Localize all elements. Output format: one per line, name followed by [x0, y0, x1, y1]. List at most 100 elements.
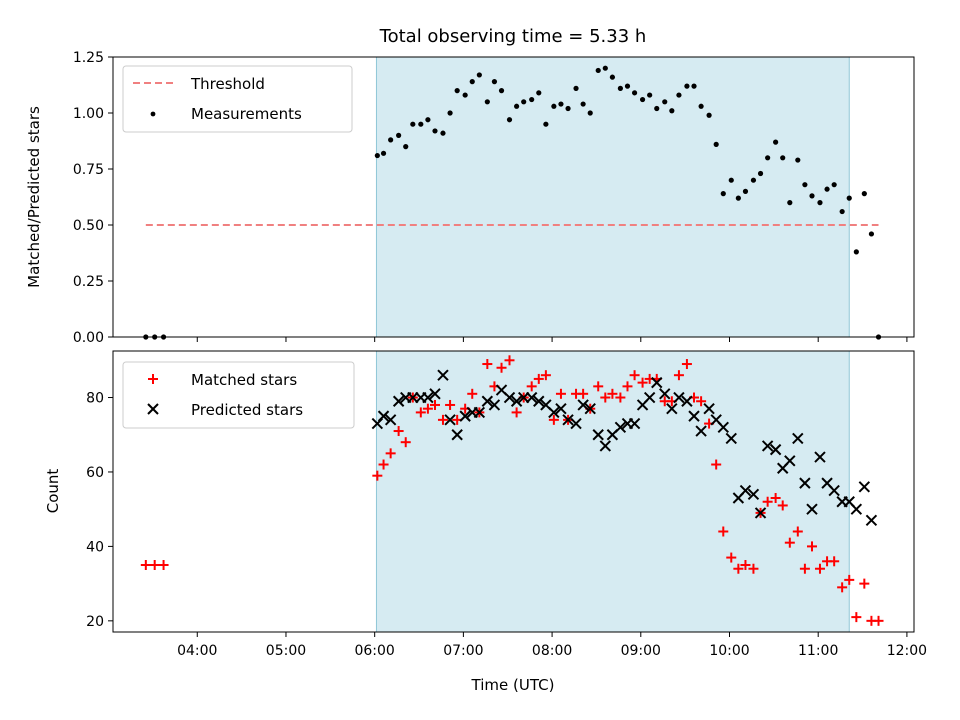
top-x-ticks	[196, 337, 908, 342]
predicted-star-point	[761, 440, 774, 452]
predicted-star-point	[444, 414, 456, 426]
predicted-star-point	[814, 451, 826, 463]
matched-star-point	[533, 373, 544, 384]
x-tick-label: 06:00	[354, 643, 394, 659]
measurement-point	[654, 105, 660, 112]
matched-star-point	[385, 448, 396, 459]
matched-star-point	[593, 381, 604, 392]
predicted-star-point	[384, 414, 397, 426]
predicted-star-point	[570, 417, 582, 430]
measurement-point	[573, 85, 579, 91]
matched-star-point	[400, 437, 411, 448]
matched-star-point	[681, 359, 692, 370]
predicted-star-point	[643, 391, 656, 404]
predicted-stars-points	[371, 369, 878, 527]
predicted-star-point	[437, 369, 449, 381]
predicted-legend-swatch	[147, 403, 159, 415]
measurements-legend-label: Measurements	[191, 105, 302, 123]
top-y-axis-label: Matched/Predicted stars	[25, 106, 43, 288]
top-y-ticks: 0.00 0.25 0.50 0.75 1.00 1.25	[73, 50, 113, 346]
measurement-point	[587, 110, 593, 116]
measurement-point	[698, 103, 704, 109]
top-y-tick-label: 0.75	[73, 162, 104, 178]
measurement-point	[824, 186, 830, 192]
measurement-point	[742, 188, 749, 194]
measurement-point	[514, 103, 520, 109]
top-y-tick-label: 0.25	[73, 274, 104, 290]
matched-star-point	[504, 355, 515, 366]
matched-star-point	[792, 526, 803, 537]
measurement-point	[647, 92, 653, 98]
matched-star-point	[437, 414, 448, 425]
measurement-point	[447, 110, 453, 116]
matched-star-point	[496, 362, 507, 373]
measurement-point	[684, 83, 690, 89]
x-tick-label: 12:00	[887, 643, 927, 659]
matched-star-point	[806, 541, 817, 552]
predicted-star-point	[799, 477, 811, 489]
measurement-point	[676, 92, 682, 98]
predicted-star-point	[628, 417, 641, 430]
matched-star-point	[740, 560, 751, 571]
matched-star-point	[540, 370, 551, 381]
predicted-star-point	[488, 399, 501, 411]
matched-star-point	[829, 556, 840, 567]
measurement-point	[410, 121, 416, 127]
measurement-point	[506, 117, 513, 123]
matched-star-point	[762, 496, 773, 507]
measurement-point	[454, 88, 460, 94]
matched-star-point	[372, 470, 383, 481]
top-y-tick-label: 1.25	[73, 50, 104, 66]
measurement-point	[691, 83, 697, 89]
top-panel-shade	[376, 57, 850, 337]
matched-star-point	[748, 563, 759, 574]
predicted-star-point	[599, 440, 612, 452]
bottom-panel: 20 40 60 80 04:00 05:00 06:00 07:00 08:00 09:00 1…	[44, 350, 927, 694]
predicted-star-point	[429, 388, 441, 400]
predicted-star-point	[584, 402, 596, 415]
predicted-star-point	[806, 503, 818, 515]
measurement-point	[565, 105, 571, 112]
measurement-point	[846, 195, 852, 201]
predicted-star-point	[451, 429, 463, 441]
x-tick-label: 04:00	[177, 643, 217, 659]
matched-star-point	[140, 560, 151, 571]
matched-legend-swatch	[148, 374, 158, 384]
measurement-point	[631, 90, 638, 96]
bottom-y-tick-label: 20	[86, 614, 104, 630]
predicted-star-point	[651, 376, 663, 389]
measurement-point	[720, 191, 726, 197]
measurement-point	[425, 117, 431, 123]
measurement-point	[773, 139, 779, 145]
predicted-star-point	[659, 388, 671, 400]
measurement-point	[432, 128, 438, 134]
matched-star-point	[837, 582, 848, 593]
measurement-point	[617, 85, 623, 91]
predicted-star-point	[865, 514, 878, 527]
measurements-legend-swatch	[150, 111, 156, 117]
matched-star-point	[799, 563, 810, 574]
matched-star-point	[555, 388, 566, 399]
bottom-y-axis-label: Count	[44, 469, 62, 514]
predicted-star-point	[377, 410, 390, 422]
matched-star-point	[548, 414, 559, 425]
measurement-point	[484, 99, 490, 105]
matched-star-point	[526, 381, 537, 392]
matched-star-point	[467, 388, 478, 399]
matched-legend-label: Matched stars	[191, 371, 297, 389]
matched-star-point	[158, 560, 169, 571]
matched-star-point	[600, 392, 611, 403]
predicted-star-point	[792, 432, 804, 445]
measurement-point	[403, 144, 409, 150]
measurement-point	[839, 208, 845, 215]
matched-stars-points	[140, 355, 884, 626]
matched-star-point	[637, 377, 648, 388]
x-tick-label: 08:00	[532, 643, 572, 659]
matched-star-point	[733, 563, 744, 574]
top-y-tick-label: 0.00	[73, 330, 104, 346]
matched-star-point	[429, 399, 440, 410]
predicted-star-point	[703, 402, 715, 415]
predicted-star-point	[828, 484, 840, 497]
predicted-star-point	[555, 402, 567, 415]
